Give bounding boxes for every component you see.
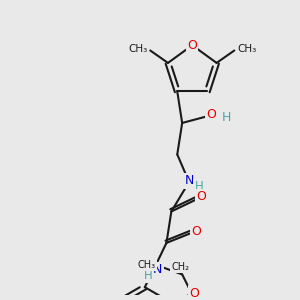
Text: CH₂: CH₂ [171,262,189,272]
Text: H: H [194,180,203,194]
Text: N: N [184,175,194,188]
Text: CH₃: CH₃ [237,44,256,53]
Text: O: O [196,190,206,203]
Text: H: H [143,269,152,282]
Text: O: O [189,286,199,300]
Text: CH₃: CH₃ [137,260,156,270]
Text: N: N [153,263,162,276]
Text: CH₃: CH₃ [128,44,147,53]
Text: O: O [206,108,216,121]
Text: H: H [221,111,231,124]
Text: O: O [191,225,201,238]
Text: O: O [187,39,197,52]
